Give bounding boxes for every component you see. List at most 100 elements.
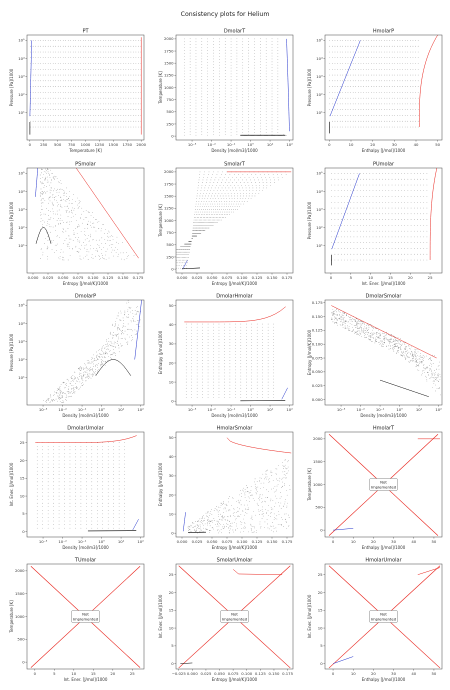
data-point: [334, 63, 336, 64]
data-point: [423, 207, 425, 209]
data-point: [215, 219, 217, 221]
data-point: [384, 126, 385, 128]
data-point: [112, 338, 113, 339]
data-point: [52, 176, 54, 178]
data-point: [262, 345, 263, 346]
data-point: [267, 387, 269, 389]
data-point: [44, 243, 45, 244]
data-point: [41, 198, 43, 199]
data-point: [378, 341, 380, 343]
data-point: [417, 51, 419, 53]
data-point: [185, 360, 187, 361]
data-point: [391, 97, 393, 99]
data-point: [382, 178, 383, 180]
data-point: [78, 206, 80, 207]
data-point: [98, 350, 99, 352]
data-point: [251, 387, 253, 389]
data-point: [47, 168, 49, 170]
data-point: [388, 213, 390, 215]
data-point: [260, 70, 261, 71]
data-point: [224, 64, 226, 66]
data-point: [203, 222, 205, 223]
data-point: [358, 74, 359, 76]
data-point: [128, 80, 129, 82]
data-point: [372, 196, 374, 197]
data-point: [118, 333, 119, 335]
data-point: [187, 259, 189, 261]
data-point: [240, 193, 241, 194]
data-point: [397, 126, 398, 128]
data-point: [213, 222, 215, 223]
data-point: [101, 350, 103, 351]
data-point: [80, 126, 82, 128]
data-point: [213, 116, 214, 118]
data-point: [363, 242, 364, 243]
data-point: [200, 233, 202, 234]
data-point: [218, 198, 219, 199]
data-point: [218, 381, 220, 383]
data-point: [113, 97, 114, 99]
data-point: [350, 126, 351, 128]
data-point: [196, 211, 198, 213]
data-point: [54, 199, 55, 201]
data-point: [246, 323, 247, 325]
data-point: [248, 64, 249, 66]
data-point: [72, 126, 74, 128]
data-point: [52, 109, 54, 110]
data-point: [87, 368, 88, 369]
data-point: [391, 109, 393, 110]
data-point: [196, 390, 198, 392]
data-point: [101, 361, 102, 363]
data-point: [339, 51, 341, 53]
data-point: [192, 233, 194, 234]
data-point: [57, 45, 59, 47]
data-point: [45, 109, 46, 110]
data-point: [78, 248, 80, 249]
data-point: [242, 99, 244, 101]
data-point: [47, 115, 49, 116]
data-point: [110, 74, 112, 76]
data-point: [391, 178, 393, 180]
data-point: [219, 88, 220, 89]
data-point: [120, 320, 122, 321]
data-point: [46, 181, 48, 183]
data-point: [397, 45, 398, 47]
data-point: [254, 53, 255, 54]
data-point: [254, 179, 255, 181]
data-point: [398, 213, 399, 215]
data-point: [376, 63, 377, 64]
data-point: [212, 193, 214, 194]
data-point: [55, 230, 56, 231]
data-point: [234, 201, 235, 202]
y-axis-label: Pressure [Pa]/1000: [9, 68, 14, 106]
data-point: [65, 230, 67, 232]
data-point: [357, 323, 359, 324]
data-point: [205, 217, 207, 218]
data-point: [94, 360, 95, 361]
data-point: [398, 253, 399, 255]
data-point: [179, 249, 181, 250]
data-point: [235, 372, 236, 374]
data-point: [426, 248, 428, 249]
data-point: [135, 68, 137, 70]
data-point: [37, 120, 39, 122]
data-point: [89, 370, 91, 372]
data-point: [410, 40, 411, 41]
data-point: [407, 230, 409, 232]
data-point: [373, 68, 375, 70]
data-point: [385, 248, 386, 249]
data-point: [128, 314, 129, 315]
data-point: [241, 201, 243, 202]
data-point: [75, 74, 77, 76]
data-point: [412, 126, 414, 128]
data-point: [347, 196, 348, 197]
data-point: [45, 238, 46, 240]
melting-line: [35, 168, 39, 197]
data-point: [394, 97, 396, 99]
data-point: [399, 51, 401, 53]
data-point: [373, 103, 375, 105]
data-point: [376, 40, 377, 41]
data-point: [196, 339, 198, 340]
data-point: [208, 187, 209, 189]
data-point: [213, 345, 214, 346]
